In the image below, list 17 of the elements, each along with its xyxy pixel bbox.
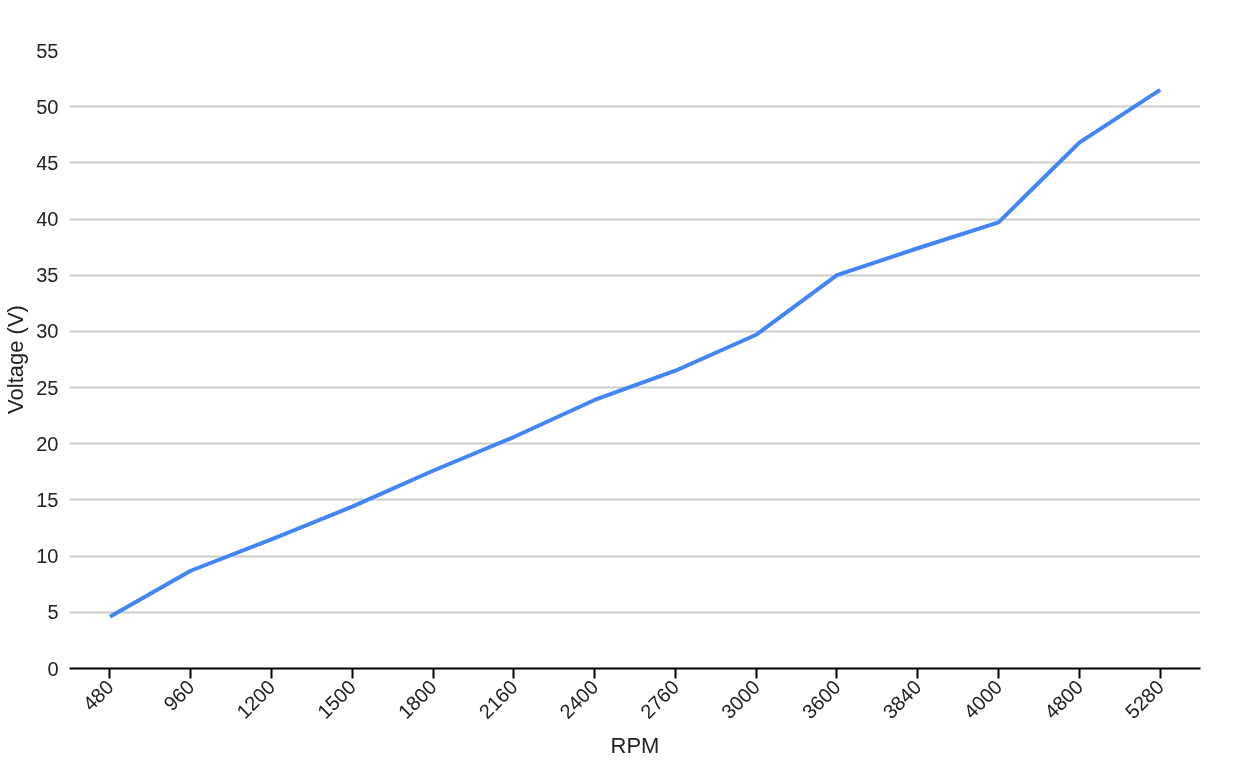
y-tick-label: 20 (36, 432, 59, 455)
y-tick-label: 10 (36, 545, 59, 568)
y-tick-label: 35 (36, 264, 59, 287)
x-axis-title: RPM (610, 732, 660, 758)
y-tick-label: 25 (36, 376, 59, 399)
y-tick-label: 45 (36, 151, 59, 174)
y-tick-label: 15 (36, 488, 59, 511)
x-tick-label: 480 (78, 675, 118, 715)
y-tick-label: 30 (36, 320, 59, 343)
y-tick-label: 55 (36, 39, 59, 62)
y-tick-label: 50 (36, 95, 59, 118)
x-tick-label: 960 (159, 675, 199, 715)
y-axis-title: Voltage (V) (3, 305, 29, 414)
y-tick-label: 40 (36, 208, 59, 231)
y-tick-label: 5 (47, 601, 59, 624)
line-series (107, 87, 1163, 619)
y-tick-label: 0 (47, 657, 59, 680)
